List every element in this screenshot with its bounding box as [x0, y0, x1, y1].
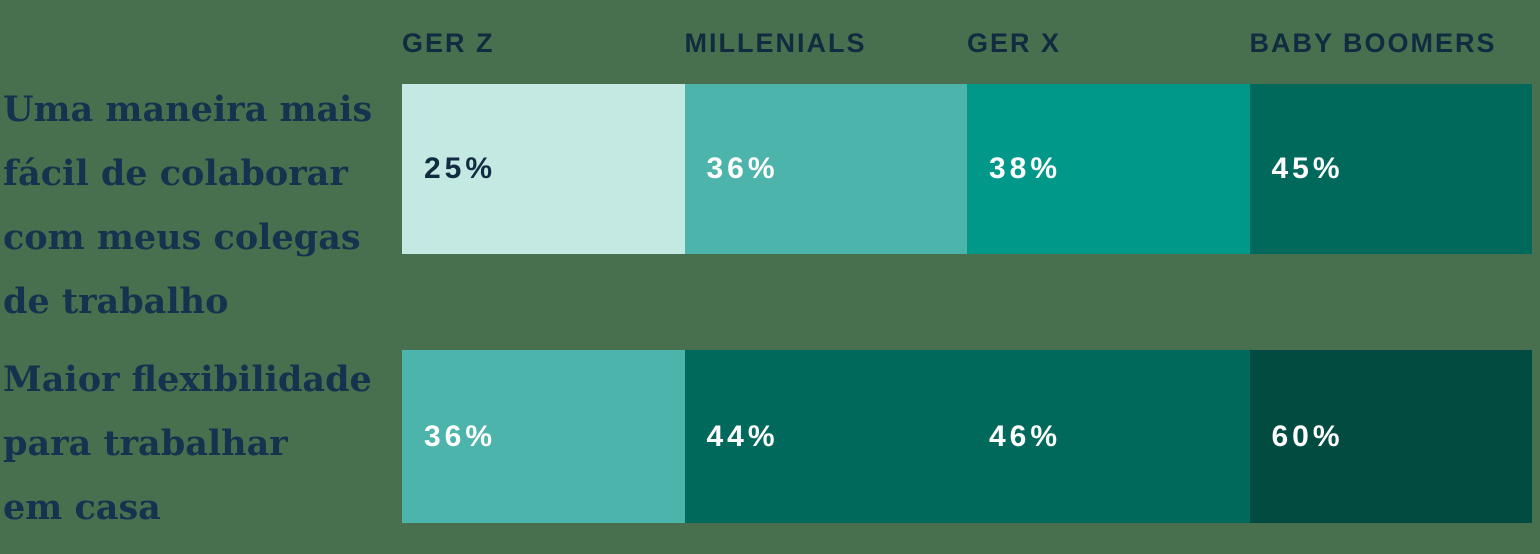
row-label-line: de trabalho [3, 281, 229, 322]
row-label-collaboration: Uma maneira mais fácil de colaborar com … [3, 78, 401, 334]
column-header-millenials: MILLENIALS [684, 28, 867, 58]
row-label-line: fácil de colaborar [3, 153, 348, 194]
generation-header-row: GER Z MILLENIALS GER X BABY BOOMERS [402, 28, 1532, 59]
heatmap-cell-baby-boomers: 60% [1249, 350, 1532, 523]
heatmap-cell-ger-x: 38% [967, 84, 1250, 254]
column-header-ger-z: GER Z [402, 28, 495, 58]
cell-value-label: 36% [424, 419, 497, 453]
row-label-line: Maior flexibilidade [3, 359, 372, 400]
cell-value-label: 45% [1271, 152, 1344, 185]
cell-value-label: 36% [706, 152, 779, 185]
row-label-line: para trabalhar [3, 423, 288, 464]
heatmap-cell-baby-boomers: 45% [1249, 84, 1532, 254]
row-label-line: com meus colegas [3, 217, 361, 258]
row-label-flexibility: Maior flexibilidade para trabalhar em ca… [3, 348, 401, 540]
cell-value-label: 46% [989, 419, 1062, 453]
heatmap-cell-millenials: 36% [684, 84, 967, 254]
cell-value-label: 60% [1271, 419, 1344, 453]
bar-row-collaboration: 25% 36% 38% 45% [402, 84, 1532, 254]
row-label-line: Uma maneira mais [3, 89, 373, 130]
heatmap-cell-millenials: 44% [684, 350, 967, 523]
heatmap-cell-ger-z: 25% [402, 84, 685, 254]
column-header-baby-boomers: BABY BOOMERS [1249, 28, 1497, 58]
cell-value-label: 44% [706, 419, 779, 453]
row-label-line: em casa [3, 487, 161, 528]
heatmap-cell-ger-z: 36% [402, 350, 685, 523]
cell-value-label: 38% [989, 152, 1062, 185]
cell-value-label: 25% [424, 152, 497, 185]
heatmap-cell-ger-x: 46% [967, 350, 1250, 523]
bar-row-flexibility: 36% 44% 46% 60% [402, 350, 1532, 523]
column-header-ger-x: GER X [967, 28, 1062, 58]
